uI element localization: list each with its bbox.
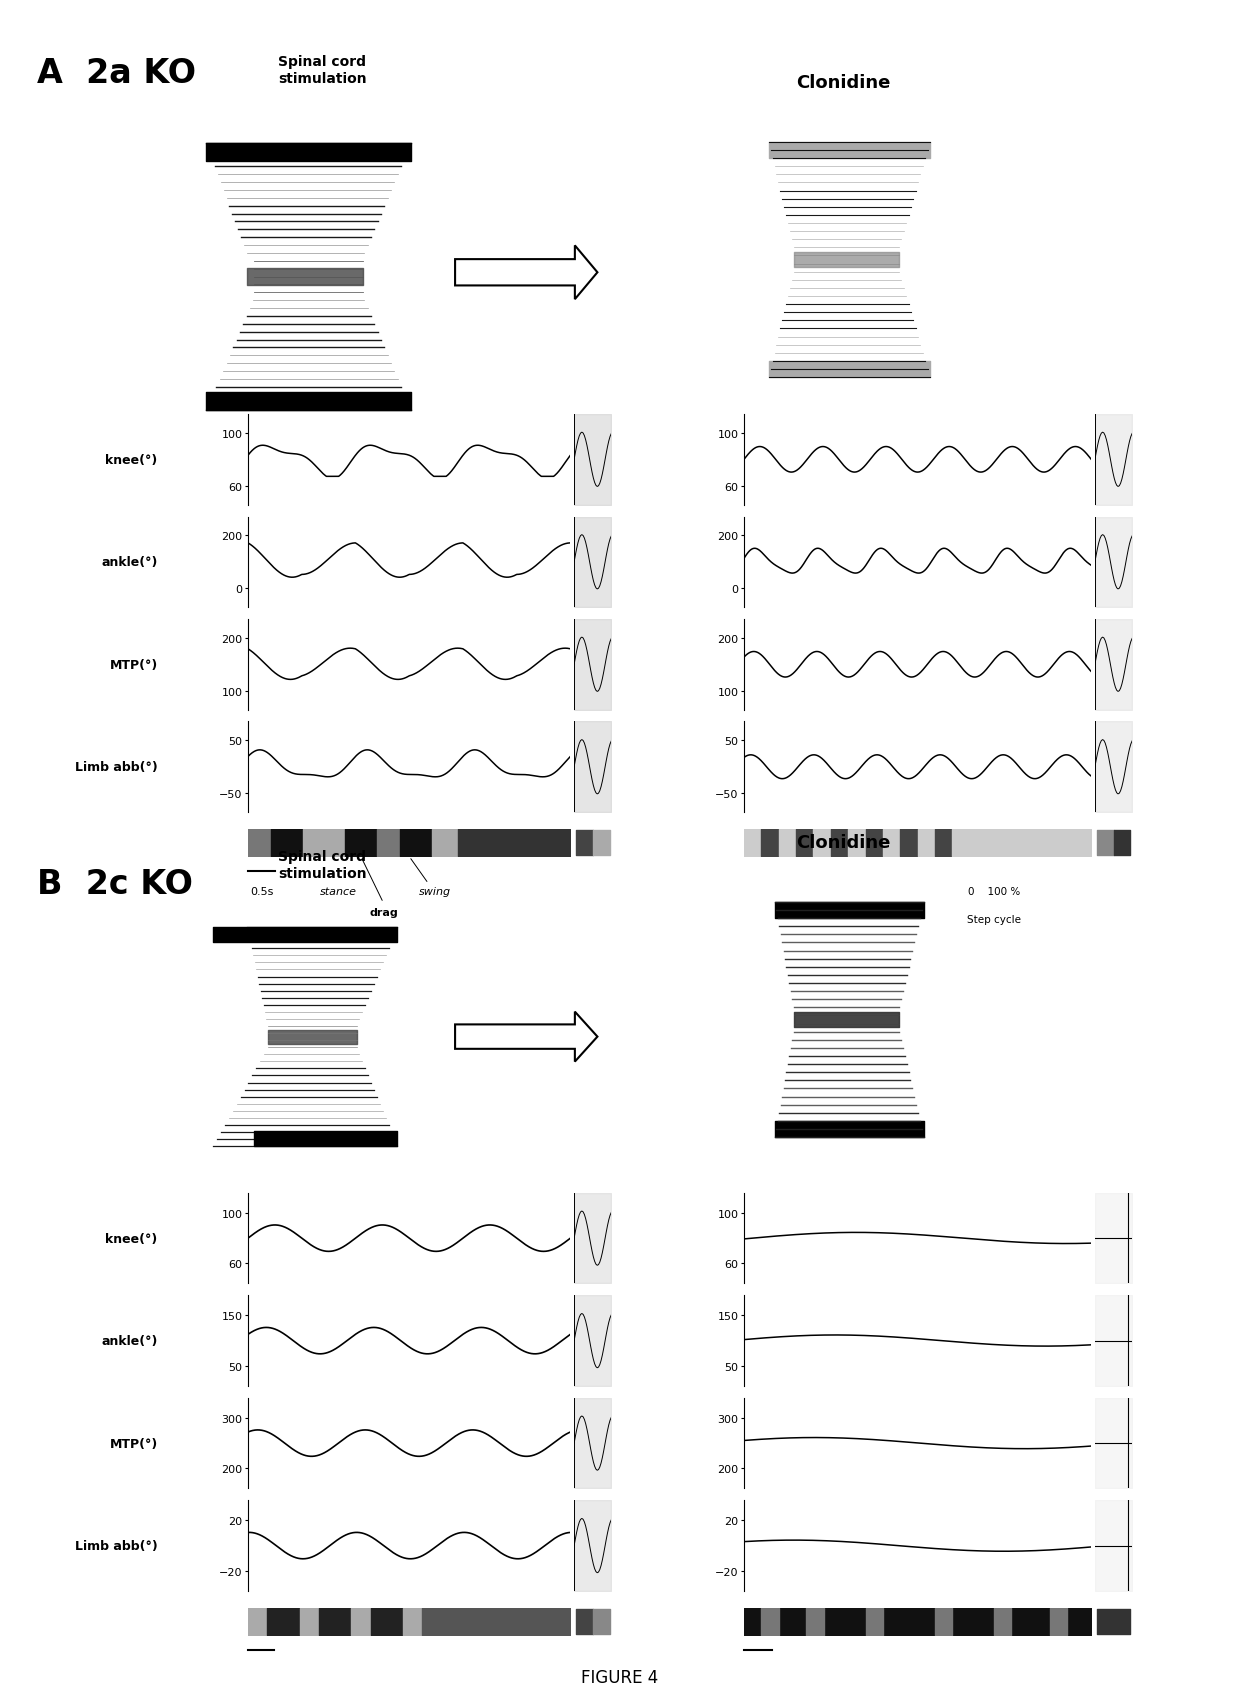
- Text: stance: stance: [320, 888, 357, 896]
- Text: FIGURE 4: FIGURE 4: [582, 1668, 658, 1687]
- Text: A  2a KO: A 2a KO: [37, 56, 196, 90]
- Text: drag: drag: [249, 1424, 286, 1437]
- Text: swing: swing: [335, 751, 376, 765]
- FancyArrow shape: [455, 246, 598, 300]
- Text: MTP(°): MTP(°): [109, 1437, 157, 1449]
- Text: knee(°): knee(°): [105, 454, 157, 466]
- Text: drag: drag: [370, 908, 398, 917]
- Text: 0.5s: 0.5s: [249, 888, 273, 896]
- Text: Limb abb(°): Limb abb(°): [74, 761, 157, 773]
- Text: B  2c KO: B 2c KO: [37, 867, 193, 901]
- Text: ankle(°): ankle(°): [102, 1335, 157, 1347]
- Text: Paralysis: Paralysis: [801, 1436, 885, 1454]
- Text: 0    100 %: 0 100 %: [968, 888, 1021, 896]
- Text: swing: swing: [335, 1424, 376, 1437]
- Text: ankle(°): ankle(°): [102, 556, 157, 568]
- FancyArrow shape: [455, 1012, 598, 1062]
- Text: Spinal cord
stimulation: Spinal cord stimulation: [278, 55, 367, 85]
- Text: Clonidine: Clonidine: [796, 833, 890, 852]
- Text: Spinal cord
stimulation: Spinal cord stimulation: [278, 848, 367, 881]
- Text: Clonidine: Clonidine: [796, 73, 890, 92]
- Text: knee(°): knee(°): [105, 1232, 157, 1244]
- Text: MTP(°): MTP(°): [109, 659, 157, 671]
- Text: Step cycle: Step cycle: [967, 915, 1021, 923]
- Text: drag: drag: [249, 751, 286, 765]
- Text: Limb abb(°): Limb abb(°): [74, 1540, 157, 1552]
- Text: swing: swing: [419, 888, 451, 896]
- Text: Facilitation: Facilitation: [791, 676, 895, 695]
